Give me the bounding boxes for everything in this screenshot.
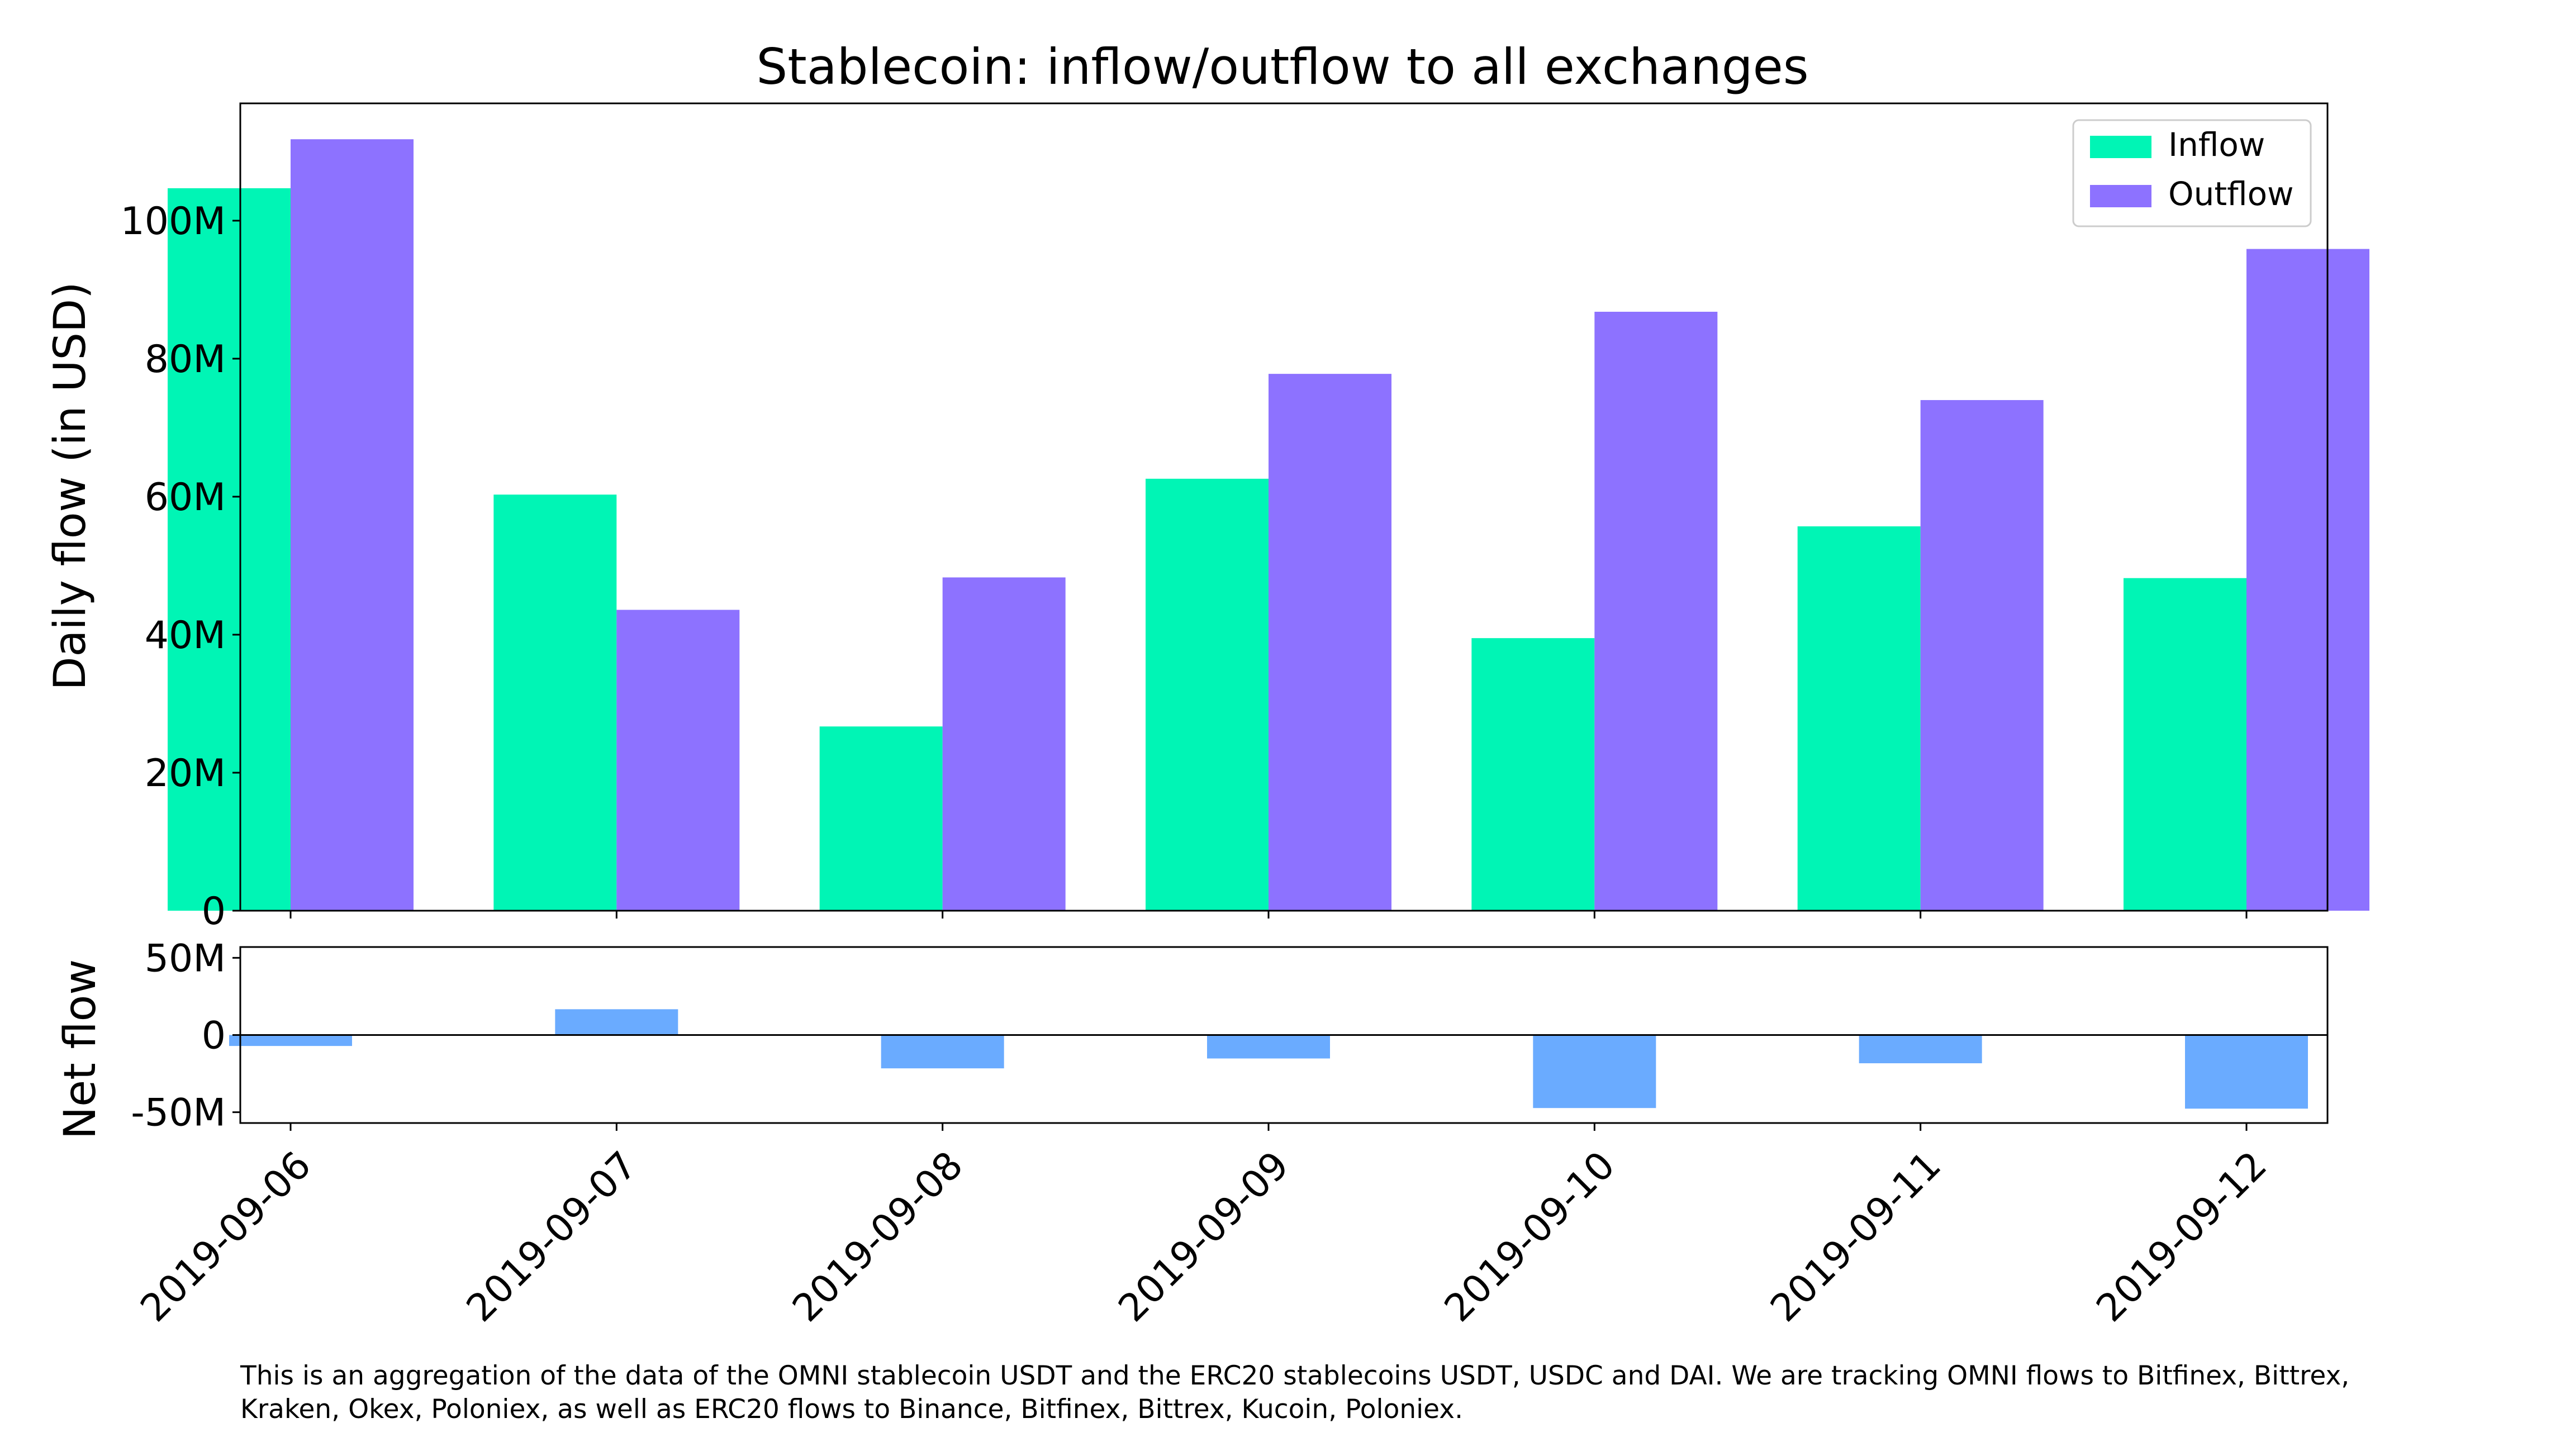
- main-ytick-label: 20M: [145, 751, 226, 796]
- main-bars-group: [168, 139, 2369, 911]
- legend-swatch-inflow: [2090, 136, 2151, 158]
- net-bar-2019-09-12: [2185, 1035, 2308, 1109]
- legend: Inflow Outflow: [2072, 119, 2312, 227]
- outflow-bar-2019-09-12: [2246, 249, 2369, 911]
- x-tick-label: 2019-09-10: [1436, 1143, 1623, 1330]
- outflow-bar-2019-09-07: [616, 610, 740, 911]
- net-ytick-label: -50M: [131, 1091, 226, 1135]
- outflow-bar-2019-09-11: [1920, 400, 2044, 911]
- main-ytick-label: 40M: [145, 613, 226, 658]
- main-ytick-label: 0: [202, 889, 226, 934]
- footnote-line-1: This is an aggregation of the data of th…: [240, 1360, 2349, 1391]
- net-bar-2019-09-08: [881, 1035, 1004, 1069]
- inflow-bar-2019-09-11: [1797, 526, 1921, 911]
- net-y-axis-label: Net flow: [55, 959, 106, 1139]
- footnote-line-2: Kraken, Okex, Poloniex, as well as ERC20…: [240, 1394, 1463, 1425]
- net-bar-2019-09-10: [1533, 1035, 1656, 1108]
- outflow-bar-2019-09-06: [291, 139, 414, 911]
- main-ytick-label: 80M: [145, 337, 226, 382]
- legend-label-outflow: Outflow: [2168, 175, 2294, 213]
- outflow-bar-2019-09-10: [1594, 311, 1718, 911]
- x-tick-label: 2019-09-06: [132, 1143, 320, 1330]
- net-ytick-label: 0: [202, 1014, 226, 1058]
- x-tick-label: 2019-09-08: [784, 1143, 971, 1330]
- outflow-bar-2019-09-09: [1269, 374, 1391, 911]
- main-plot-frame: [239, 102, 2329, 912]
- inflow-bar-2019-09-10: [1471, 638, 1595, 911]
- legend-swatch-outflow: [2090, 185, 2151, 207]
- net-bar-2019-09-09: [1207, 1035, 1330, 1059]
- x-tick-label: 2019-09-11: [1762, 1143, 1949, 1330]
- main-ytick-label: 100M: [121, 199, 226, 244]
- x-tick-label: 2019-09-09: [1110, 1143, 1298, 1330]
- net-bar-2019-09-11: [1859, 1035, 1982, 1064]
- outflow-bar-2019-09-08: [942, 577, 1066, 911]
- legend-label-inflow: Inflow: [2168, 126, 2265, 164]
- net-bars-group: [229, 1009, 2308, 1109]
- x-tick-label: 2019-09-12: [2088, 1143, 2276, 1330]
- net-bar-2019-09-07: [555, 1009, 678, 1035]
- chart-title: Stablecoin: inflow/outflow to all exchan…: [756, 38, 1808, 96]
- inflow-bar-2019-09-06: [168, 188, 291, 911]
- x-tick-label: 2019-09-07: [458, 1143, 645, 1330]
- net-ytick-label: 50M: [145, 936, 226, 981]
- inflow-bar-2019-09-07: [493, 494, 617, 911]
- inflow-bar-2019-09-08: [819, 726, 943, 911]
- inflow-bar-2019-09-12: [2124, 578, 2246, 911]
- main-ytick-label: 60M: [145, 475, 226, 520]
- main-y-axis-label: Daily flow (in USD): [45, 282, 96, 690]
- inflow-bar-2019-09-09: [1146, 478, 1269, 911]
- net-bar-2019-09-06: [229, 1035, 352, 1046]
